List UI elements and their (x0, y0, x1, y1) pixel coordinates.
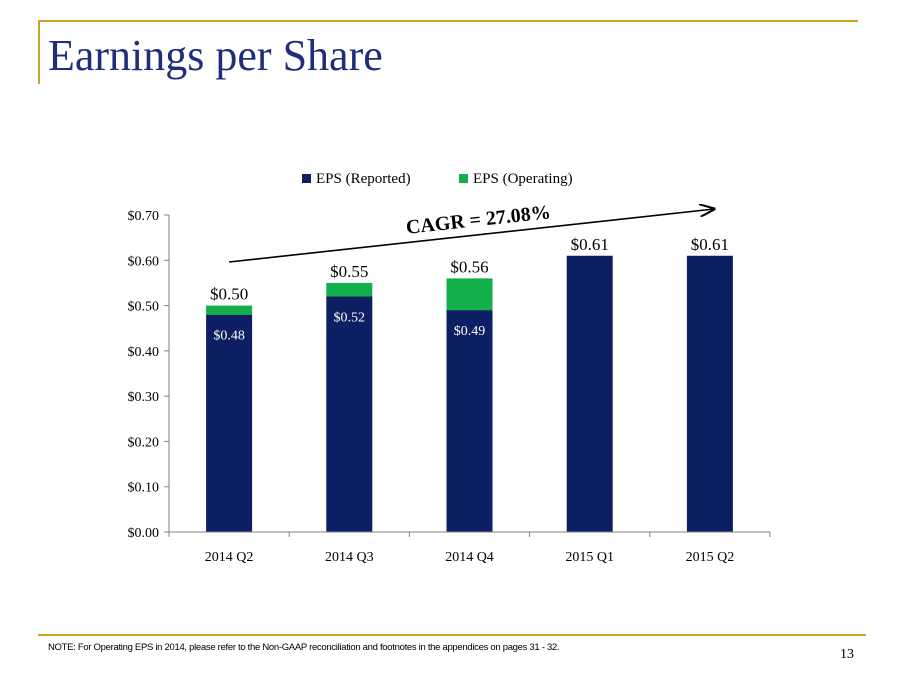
y-tick-label: $0.50 (128, 300, 160, 315)
bar-reported (686, 255, 733, 532)
cagr-arrow (228, 209, 714, 263)
x-axis: 2014 Q2 2014 Q3 2014 Q4 2015 Q1 2015 Q2 (168, 531, 771, 565)
y-tick-label: $0.60 (128, 254, 160, 269)
x-tick-label: 2015 Q2 (686, 550, 735, 565)
cagr-label: CAGR = 27.08% (405, 201, 552, 239)
page-number: 13 (840, 647, 854, 662)
x-tick-label: 2015 Q1 (565, 550, 614, 565)
eps-chart: EPS (Reported) EPS (Operating) $0.00 $0.10… (104, 152, 787, 576)
bar-reported (446, 310, 493, 532)
legend-label: EPS (Reported) (316, 171, 411, 187)
side-rule (38, 20, 40, 84)
page-title: Earnings per Share (48, 31, 383, 80)
bar-total-label: $0.61 (571, 235, 609, 254)
legend-swatch (302, 174, 311, 183)
x-tick-label: 2014 Q4 (445, 550, 494, 565)
x-tick-label: 2014 Q3 (325, 550, 374, 565)
legend-swatch (459, 174, 468, 183)
bar-reported (566, 255, 613, 532)
legend-label: EPS (Operating) (473, 171, 573, 187)
bar-reported (326, 296, 373, 532)
bar-inner-label: $0.49 (454, 324, 486, 339)
top-rule (38, 20, 858, 22)
bar-operating (326, 282, 373, 297)
y-tick-label: $0.00 (128, 526, 160, 541)
bar-reported (206, 314, 253, 532)
bar-total-label: $0.61 (691, 235, 729, 254)
bar-total-label: $0.50 (210, 285, 248, 304)
y-tick-label: $0.70 (128, 209, 160, 224)
y-axis: $0.00 $0.10 $0.20 $0.30 $0.40 $0.50 $0.60 $0.70 (128, 209, 170, 541)
footnote: NOTE: For Operating EPS in 2014, please … (48, 642, 560, 653)
bar-operating (446, 278, 493, 311)
y-tick-label: $0.30 (128, 390, 160, 405)
eps-chart-svg: EPS (Reported) EPS (Operating) $0.00 $0.10… (128, 171, 771, 565)
bar-operating (206, 305, 253, 315)
bar-total-label: $0.55 (330, 262, 368, 281)
y-tick-label: $0.20 (128, 435, 160, 450)
bar-inner-label: $0.52 (334, 311, 366, 326)
chart-legend: EPS (Reported) EPS (Operating) (302, 171, 573, 187)
y-tick-label: $0.10 (128, 481, 160, 496)
bar-inner-label: $0.48 (213, 329, 245, 344)
chart-bars: $0.48 $0.50 $0.52 $0.55 $0.49 $0.56 $0.61 $0.61 (206, 235, 733, 532)
bottom-rule (38, 634, 866, 636)
y-tick-label: $0.40 (128, 345, 160, 360)
x-tick-label: 2014 Q2 (205, 550, 254, 565)
bar-total-label: $0.56 (450, 257, 488, 276)
